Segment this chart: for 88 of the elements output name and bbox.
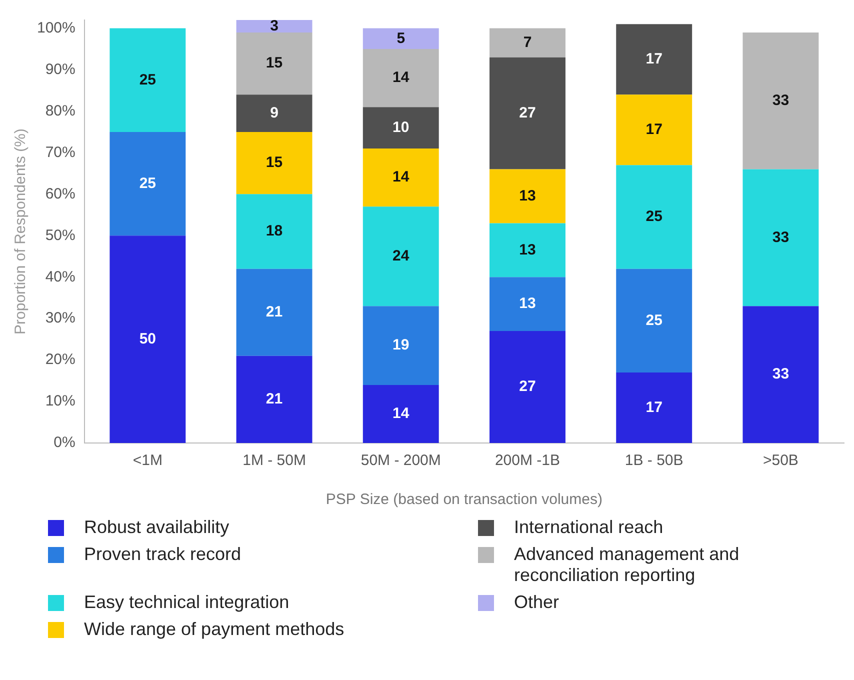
data-label: 25 xyxy=(646,312,662,329)
bar xyxy=(490,223,566,278)
bar xyxy=(362,107,439,149)
x-tick-label: 1M - 50M xyxy=(242,452,306,470)
legend-label: Wide range of payment methods xyxy=(84,619,344,640)
data-label: 3 xyxy=(270,17,278,34)
bar xyxy=(490,331,566,443)
bar xyxy=(616,268,692,372)
x-tick-label: <1M xyxy=(132,452,162,470)
bar xyxy=(362,148,439,207)
bar xyxy=(236,194,312,269)
data-label: 33 xyxy=(772,228,790,246)
bar xyxy=(362,384,439,443)
data-label: 33 xyxy=(772,92,790,110)
bar xyxy=(236,132,312,194)
x-tick-label: 1B - 50B xyxy=(624,452,684,470)
y-tick-label: 90% xyxy=(45,60,76,78)
data-label: 33 xyxy=(772,366,790,383)
bar xyxy=(110,132,186,236)
data-label: 25 xyxy=(139,174,156,192)
bar xyxy=(490,277,566,332)
data-label: 17 xyxy=(646,398,662,416)
data-label: 13 xyxy=(519,187,536,204)
bar xyxy=(236,268,312,356)
data-label: 10 xyxy=(392,118,410,136)
y-tick-label: 60% xyxy=(45,185,76,202)
bar xyxy=(742,169,819,306)
bar xyxy=(362,49,439,108)
legend-label: Other xyxy=(514,592,560,613)
y-tick-label: 0% xyxy=(54,434,76,452)
x-tick-label: 50M - 200M xyxy=(360,452,441,470)
y-tick-label: 20% xyxy=(45,351,76,368)
data-label: 19 xyxy=(392,336,410,354)
bar xyxy=(236,356,312,443)
bar xyxy=(362,28,439,50)
data-label: 18 xyxy=(266,222,283,240)
bar xyxy=(490,57,566,170)
bar xyxy=(110,236,186,443)
bar xyxy=(616,24,692,95)
legend-label: Advanced management and reconciliation reporting xyxy=(514,544,740,586)
y-tick-label: 100% xyxy=(36,19,76,36)
bar xyxy=(742,306,819,443)
bar xyxy=(236,20,312,32)
bar xyxy=(616,165,692,269)
x-tick-label: >50B xyxy=(762,452,798,470)
bar xyxy=(110,28,186,132)
data-label: 25 xyxy=(139,71,156,88)
data-label: 27 xyxy=(519,104,536,122)
bar xyxy=(490,28,566,58)
data-label: 15 xyxy=(266,154,283,172)
bar xyxy=(616,372,692,443)
x-axis-title: PSP Size (based on transaction volumes) xyxy=(326,491,602,508)
data-label: 17 xyxy=(646,121,662,138)
legend-label: Easy technical integration xyxy=(84,592,290,613)
data-label: 15 xyxy=(266,54,283,72)
data-label: 14 xyxy=(392,168,410,186)
y-tick-label: 80% xyxy=(45,102,76,120)
x-tick-label: 200M -1B xyxy=(494,452,560,470)
y-tick-label: 50% xyxy=(45,226,76,244)
data-label: 27 xyxy=(519,378,536,396)
y-tick-label: 40% xyxy=(45,268,76,286)
data-label: 21 xyxy=(266,304,283,321)
legend-label: Robust availability xyxy=(84,517,230,538)
data-label: 13 xyxy=(519,295,536,312)
y-tick-label: 70% xyxy=(45,144,76,161)
y-tick-label: 10% xyxy=(45,392,76,410)
bar xyxy=(236,94,312,132)
data-label: 14 xyxy=(392,405,410,422)
y-axis-title: Proportion of Respondents (%) xyxy=(12,128,30,334)
data-label: 17 xyxy=(646,50,662,68)
bar xyxy=(742,32,819,170)
data-label: 25 xyxy=(646,208,662,226)
data-label: 7 xyxy=(523,34,532,51)
legend-label: Proven track record xyxy=(84,544,242,565)
bar xyxy=(490,169,566,224)
data-label: 5 xyxy=(396,30,406,47)
y-tick-label: 30% xyxy=(45,310,76,327)
data-label: 13 xyxy=(519,241,536,258)
data-label: 50 xyxy=(139,330,156,348)
bar xyxy=(616,94,692,166)
data-label: 24 xyxy=(392,248,410,265)
bar xyxy=(236,32,312,95)
data-label: 9 xyxy=(270,104,278,122)
legend-label: International reach xyxy=(514,517,664,538)
data-label: 14 xyxy=(392,69,410,86)
bar xyxy=(362,206,439,306)
bar xyxy=(362,306,439,385)
data-label: 21 xyxy=(266,390,283,408)
